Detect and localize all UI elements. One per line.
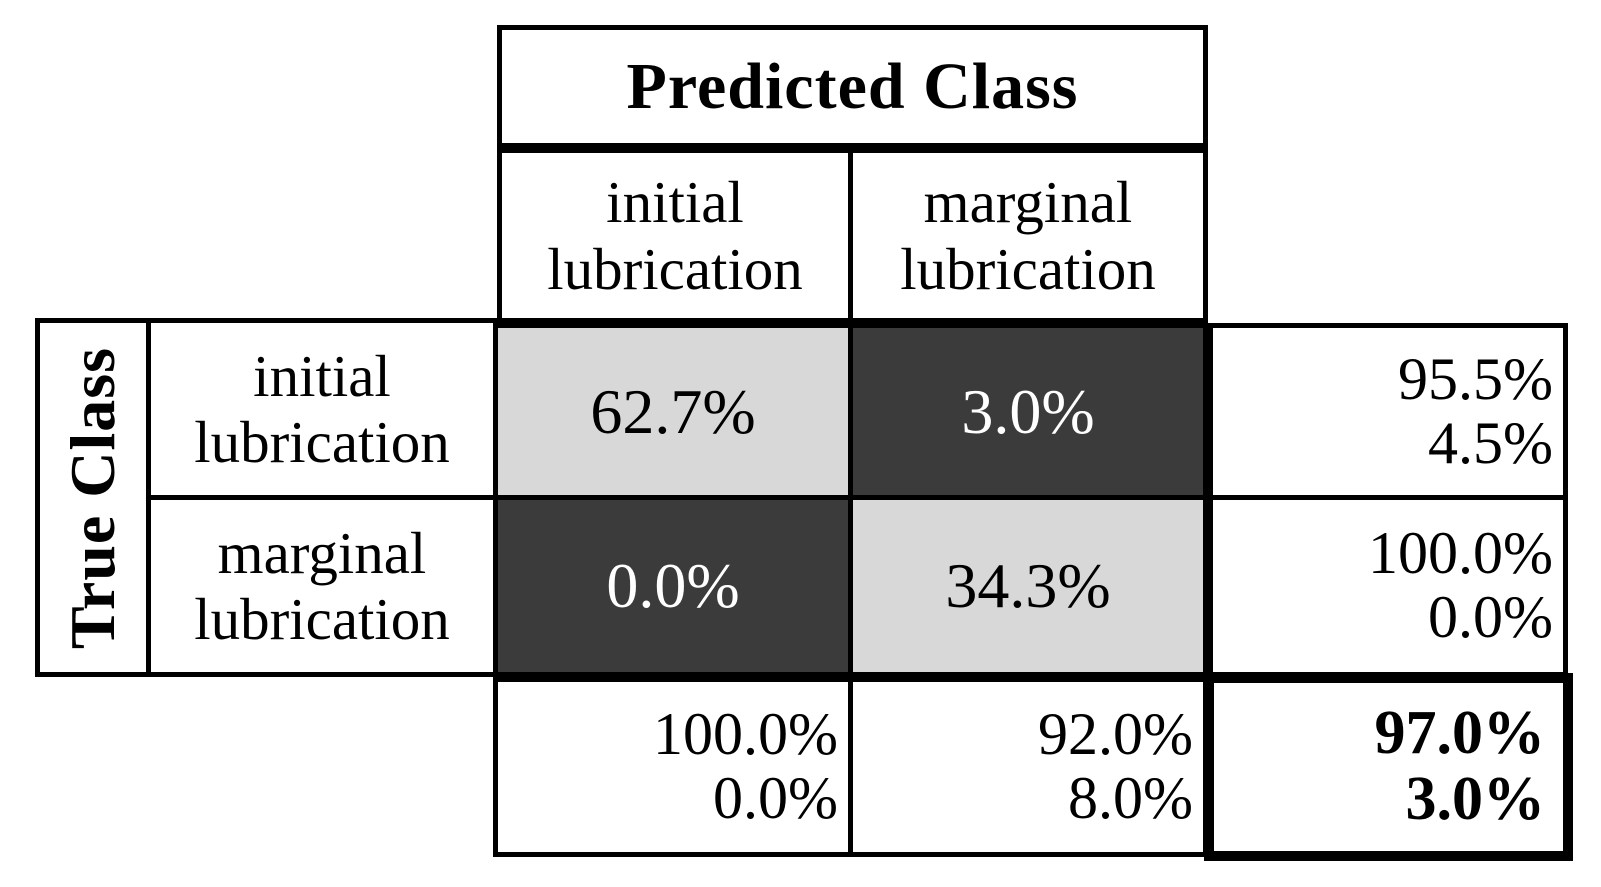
column-header-pred-initial-lubrication: initial lubrication [497, 148, 853, 323]
matrix-cell-value: 3.0% [961, 375, 1095, 447]
row-header-true-marginal-lubrication: marginal lubrication [146, 495, 498, 677]
matrix-cell-true-initial-pred-initial: 62.7% [493, 323, 853, 500]
row-header-true-initial-lubrication: initial lubrication [146, 318, 498, 500]
true-class-axis-label: True Class [57, 346, 128, 649]
row-summary-true-initial: 95.5% 4.5% [1208, 323, 1568, 500]
overall-accuracy-value: 97.0% [1374, 699, 1546, 768]
column-header-pred-marginal-lubrication: marginal lubrication [848, 148, 1208, 323]
predicted-class-axis-label: Predicted Class [626, 49, 1079, 123]
column-summary-pred-marginal: 92.0% 8.0% [848, 677, 1208, 857]
matrix-cell-true-marginal-pred-initial: 0.0% [493, 495, 853, 677]
row-header-label: initial lubrication [194, 342, 450, 475]
column-summary-top-value: 100.0% [653, 701, 838, 768]
matrix-cell-value: 34.3% [945, 550, 1111, 621]
row-header-label: marginal lubrication [194, 519, 450, 652]
row-summary-bottom-value: 0.0% [1428, 584, 1553, 650]
row-summary-top-value: 100.0% [1368, 520, 1553, 587]
column-summary-top-value: 92.0% [1038, 701, 1193, 768]
true-class-axis-header: True Class [35, 318, 151, 677]
column-summary-bottom-value: 8.0% [1068, 765, 1193, 831]
overall-error-value: 3.0% [1405, 765, 1546, 833]
matrix-cell-true-initial-pred-marginal: 3.0% [848, 323, 1208, 500]
predicted-class-axis-header: Predicted Class [497, 25, 1208, 148]
row-summary-true-marginal: 100.0% 0.0% [1208, 495, 1568, 677]
overall-accuracy-cell: 97.0% 3.0% [1204, 673, 1573, 861]
row-summary-bottom-value: 4.5% [1428, 409, 1553, 476]
matrix-cell-value: 62.7% [590, 375, 756, 447]
column-header-label: initial lubrication [547, 169, 803, 302]
row-summary-top-value: 95.5% [1398, 345, 1553, 412]
column-summary-pred-initial: 100.0% 0.0% [493, 677, 853, 857]
matrix-cell-true-marginal-pred-marginal: 34.3% [848, 495, 1208, 677]
column-summary-bottom-value: 0.0% [713, 765, 838, 831]
column-header-label: marginal lubrication [900, 169, 1156, 302]
matrix-cell-value: 0.0% [606, 550, 740, 621]
